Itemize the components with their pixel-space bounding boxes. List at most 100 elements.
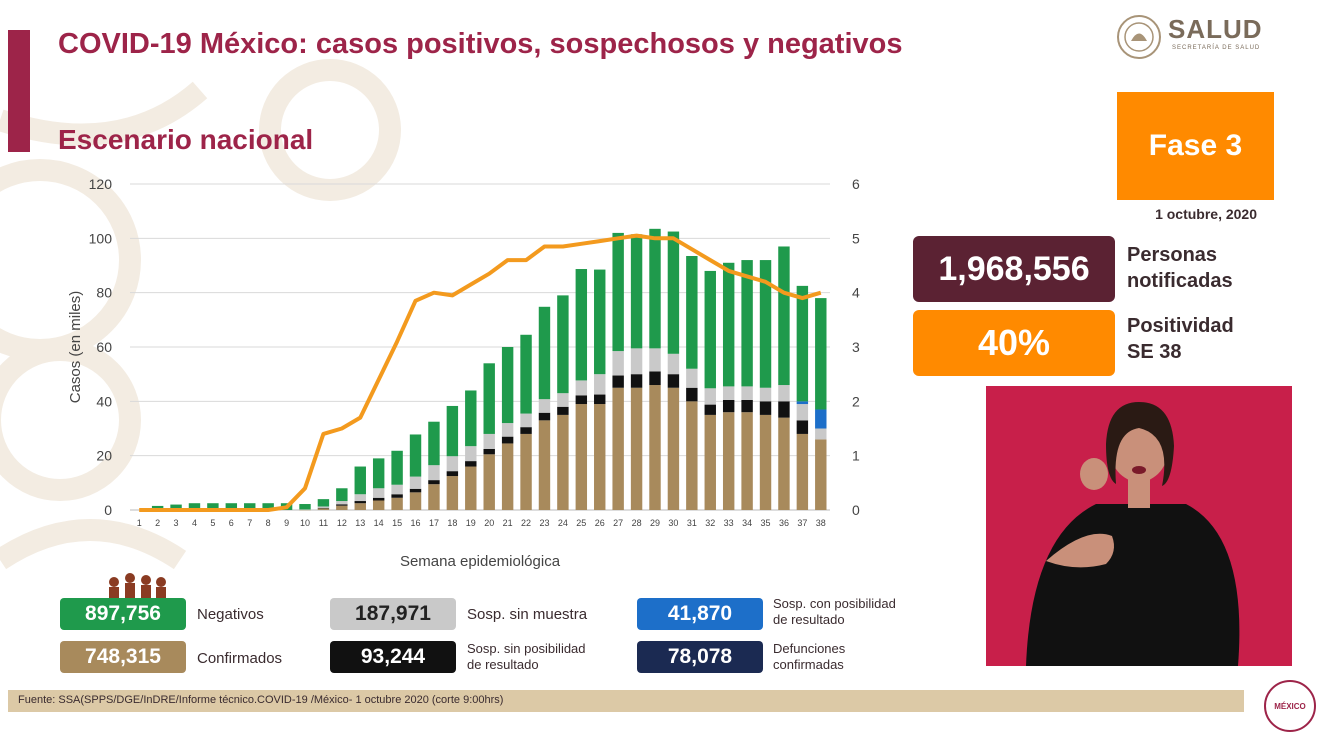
bar-sin_posibilidad-week-27 [612, 375, 624, 388]
kpi-notified-label-line1: Personas [1127, 244, 1218, 266]
page-subtitle: Escenario nacional [58, 124, 314, 155]
legend-con-posibilidad-line2: de resultado [773, 612, 845, 627]
bar-sin_muestra-week-23 [538, 399, 551, 413]
bar-negativos-week-24 [557, 295, 569, 394]
x-tick-label: 9 [284, 518, 289, 528]
bar-sin_muestra-week-30 [667, 353, 680, 375]
x-tick-label: 28 [632, 518, 642, 528]
bar-sin_posibilidad-week-14 [372, 497, 385, 501]
bar-sin_posibilidad-week-26 [594, 394, 606, 405]
bar-negativos-week-18 [446, 405, 459, 457]
bar-sin_posibilidad-week-20 [483, 448, 495, 455]
legend-sin-muestra-label: Sosp. sin muestra [467, 606, 588, 623]
bar-sin_muestra-week-14 [372, 488, 385, 498]
legend-sin-posibilidad-label: Sosp. sin posibilidad de resultado [467, 641, 586, 673]
legend-sin-posibilidad-value: 93,244 [330, 641, 456, 673]
bar-confirmados-week-11 [317, 508, 330, 510]
bar-sin_muestra-week-32 [704, 388, 716, 405]
legend-con-posibilidad-value: 41,870 [637, 598, 763, 630]
y-tick-label: 0 [104, 502, 112, 518]
bar-confirmados-week-24 [557, 414, 569, 510]
x-tick-label: 19 [466, 518, 476, 528]
bar-con_posibilidad-week-37 [796, 401, 809, 405]
bar-sin_muestra-week-17 [428, 465, 440, 481]
legend-negativos-label: Negativos [197, 606, 264, 623]
bar-confirmados-week-16 [409, 492, 422, 510]
bar-sin_muestra-week-10 [299, 509, 311, 510]
x-tick-label: 26 [595, 518, 605, 528]
bar-confirmados-week-18 [446, 476, 459, 510]
legend-sin-muestra-value: 187,971 [330, 598, 456, 630]
kpi-positivity-label-line2: SE 38 [1127, 341, 1182, 363]
x-tick-label: 29 [650, 518, 660, 528]
bar-sin_posibilidad-week-34 [741, 399, 753, 413]
x-axis-title: Semana epidemiológica [400, 553, 561, 570]
bar-negativos-week-15 [391, 450, 403, 485]
legend-sin-posibilidad-line1: Sosp. sin posibilidad [467, 641, 586, 656]
seal-icon [1117, 15, 1161, 59]
bar-sin_muestra-week-25 [575, 380, 588, 396]
bar-negativos-week-36 [778, 246, 790, 386]
x-tick-label: 16 [411, 518, 421, 528]
logo-subtitle: SECRETARÍA DE SALUD [1172, 45, 1261, 51]
x-tick-label: 4 [192, 518, 197, 528]
bar-confirmados-week-31 [686, 401, 698, 510]
legend-defunciones-value: 78,078 [637, 641, 763, 673]
bar-negativos-week-10 [299, 504, 311, 510]
bar-sin_posibilidad-week-15 [391, 494, 403, 498]
x-tick-label: 6 [229, 518, 234, 528]
bar-sin_posibilidad-week-37 [796, 420, 809, 434]
x-tick-label: 2 [155, 518, 160, 528]
x-tick-label: 10 [300, 518, 310, 528]
bar-sin_posibilidad-week-36 [778, 401, 790, 418]
sign-language-interpreter-video [986, 386, 1292, 666]
bar-sin_muestra-week-34 [741, 386, 753, 400]
x-tick-label: 14 [374, 518, 384, 528]
bar-negativos-week-8 [262, 503, 274, 510]
bar-sin_muestra-week-33 [722, 386, 735, 400]
bar-negativos-week-6 [225, 503, 238, 510]
x-tick-label: 12 [337, 518, 347, 528]
kpi-notified-label-line2: notificadas [1127, 270, 1233, 292]
x-tick-label: 32 [705, 518, 715, 528]
bar-confirmados-week-32 [704, 414, 716, 510]
x-tick-label: 30 [668, 518, 678, 528]
bar-confirmados-week-15 [391, 497, 403, 510]
bar-con_posibilidad-week-38 [815, 409, 827, 429]
bar-sin_posibilidad-week-11 [317, 507, 330, 509]
legend-defunciones-line2: confirmadas [773, 657, 844, 672]
bar-confirmados-week-34 [741, 412, 753, 510]
x-tick-label: 13 [355, 518, 365, 528]
bar-negativos-week-14 [372, 458, 385, 489]
y-axis-title: Casos (en miles) [67, 291, 84, 404]
report-date: 1 octubre, 2020 [1155, 206, 1257, 222]
bar-sin_posibilidad-week-32 [704, 404, 716, 415]
x-tick-label: 3 [174, 518, 179, 528]
x-tick-label: 15 [392, 518, 402, 528]
bar-confirmados-week-22 [520, 433, 532, 510]
x-tick-label: 27 [613, 518, 623, 528]
bar-negativos-week-19 [465, 390, 477, 447]
x-tick-label: 11 [319, 518, 328, 528]
x-tick-label: 5 [210, 518, 215, 528]
bar-sin_muestra-week-19 [465, 446, 477, 462]
bar-sin_muestra-week-21 [501, 423, 514, 437]
chart-area: 0204060801001200%10%20%30%40%50%60%Casos… [60, 170, 910, 585]
bar-negativos-week-21 [501, 347, 514, 424]
bar-negativos-week-25 [575, 269, 588, 381]
bar-negativos-week-22 [520, 334, 532, 414]
page-title: COVID-19 México: casos positivos, sospec… [58, 28, 903, 60]
bar-confirmados-week-10 [299, 509, 311, 511]
stacked-bar-chart: 0204060801001200%10%20%30%40%50%60%Casos… [67, 176, 910, 570]
bar-sin_posibilidad-week-16 [409, 488, 422, 493]
bar-sin_muestra-week-35 [759, 387, 772, 402]
bar-negativos-week-16 [409, 434, 422, 477]
y-tick-label: 20 [96, 448, 112, 464]
bar-sin_muestra-week-31 [686, 368, 698, 388]
y-tick-label: 80 [96, 285, 112, 301]
bar-sin_posibilidad-week-35 [759, 401, 772, 415]
legend-confirmados-value: 748,315 [60, 641, 186, 673]
x-tick-label: 31 [687, 518, 697, 528]
legend-defunciones-line1: Defunciones [773, 641, 846, 656]
y2-tick-label: 10% [852, 448, 860, 464]
